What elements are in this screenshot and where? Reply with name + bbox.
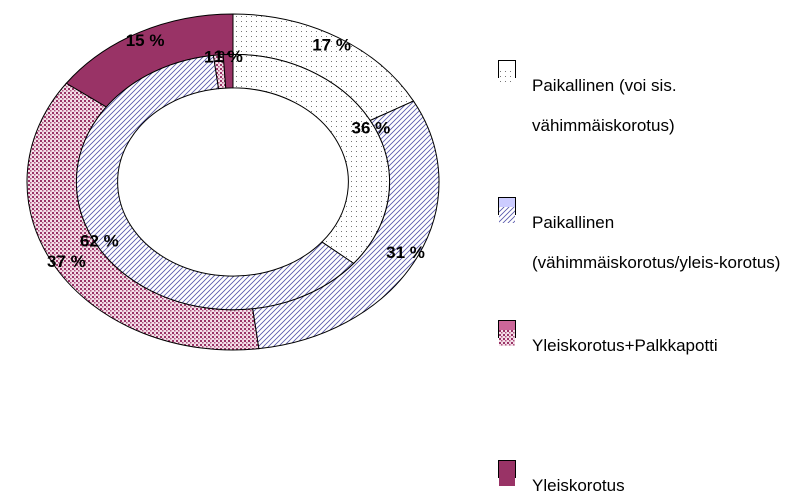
legend-label: Paikallinen (vähimmäiskorotus/yleis-koro… <box>532 213 781 272</box>
data-label: 31 % <box>386 243 425 262</box>
donut-slice <box>75 54 355 311</box>
data-label: 62 % <box>80 231 119 250</box>
data-label: 15 % <box>126 31 165 50</box>
legend-swatch <box>498 320 516 346</box>
legend-label: Yleiskorotus+Palkkapotti <box>532 336 718 355</box>
legend-swatch <box>498 460 516 486</box>
donut-slice <box>222 53 234 89</box>
data-label: 37 % <box>47 252 86 271</box>
data-label: 1 % <box>214 47 243 66</box>
data-label: 17 % <box>312 36 351 55</box>
legend-label: Paikallinen (voi sis. vähimmäiskorotus) <box>532 76 677 135</box>
data-label: 36 % <box>352 119 391 138</box>
legend-label: Yleiskorotus <box>532 476 625 495</box>
legend-swatch <box>498 60 516 86</box>
legend-swatch <box>498 197 516 223</box>
